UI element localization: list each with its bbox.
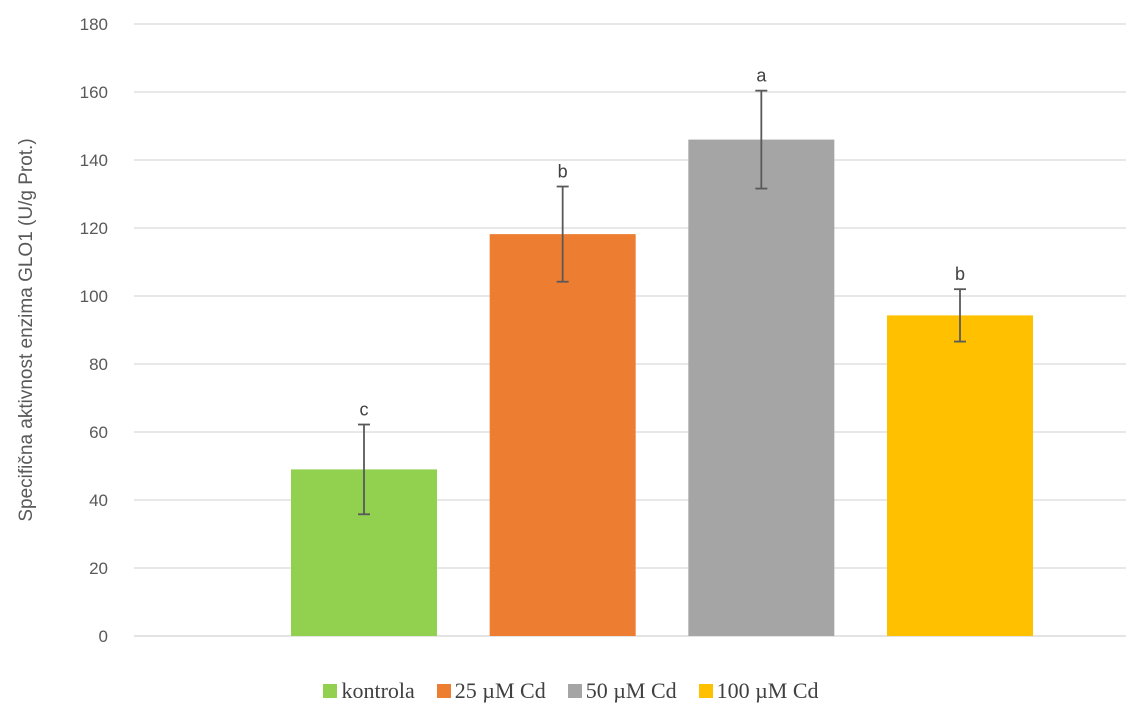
legend-swatch [698,684,713,698]
legend-swatch [436,684,451,698]
bar-chart: 0 20 40 60 80 100 120 140 160 180 c b a b Specifična… [16,15,1126,646]
legend-item: 50 µM Cd [567,678,677,704]
y-tick-label: 80 [89,355,108,374]
legend-label: 100 µM Cd [716,678,819,703]
significance-label: c [360,400,369,420]
legend-label: 25 µM Cd [454,678,546,703]
y-tick-label: 0 [99,627,108,646]
legend-label: 50 µM Cd [585,678,677,703]
y-tick-label: 100 [80,287,108,306]
legend-item: 25 µM Cd [436,678,546,704]
bar [688,139,835,636]
significance-labels: c b a b [360,66,966,420]
legend-label: kontrola [341,678,415,703]
legend-item: kontrola [323,678,415,704]
y-tick-label: 40 [89,491,108,510]
legend-swatch [323,684,338,698]
y-tick-label: 20 [89,559,108,578]
y-axis-title: Specifična aktivnost enzima GLO1 (U/g Pr… [16,138,37,521]
bar [887,315,1033,636]
y-tick-label: 160 [80,83,108,102]
significance-label: b [558,162,568,182]
y-axis-ticks: 0 20 40 60 80 100 120 140 160 180 [80,15,108,646]
y-tick-label: 60 [89,423,108,442]
bar [489,234,636,636]
y-tick-label: 140 [80,151,108,170]
y-tick-label: 120 [80,219,108,238]
bars [291,139,1033,636]
y-tick-label: 180 [80,15,108,34]
legend-swatch [567,684,582,698]
significance-label: b [955,264,965,284]
legend-item: 100 µM Cd [698,678,819,704]
legend: kontrola 25 µM Cd 50 µM Cd 100 µM Cd [0,676,1142,706]
significance-label: a [756,66,767,86]
error-bars [358,89,966,516]
